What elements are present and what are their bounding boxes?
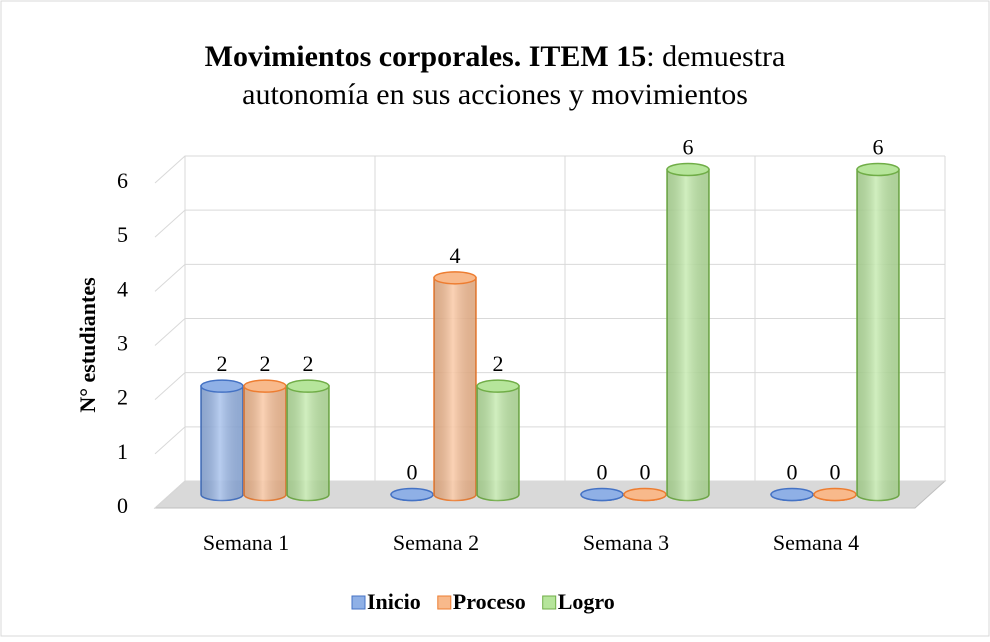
bar-shade xyxy=(201,386,243,501)
value-label: 2 xyxy=(217,351,228,376)
y-tick-label: 0 xyxy=(117,493,128,518)
bar-top xyxy=(580,487,624,502)
x-tick-label: Semana 3 xyxy=(583,530,669,555)
bar xyxy=(770,487,814,502)
y-tick-label: 1 xyxy=(117,439,128,464)
x-tick-label: Semana 4 xyxy=(773,530,859,555)
value-label: 6 xyxy=(873,135,884,160)
legend-swatch xyxy=(437,595,452,610)
y-tick-label: 2 xyxy=(117,385,128,410)
chart-title: Movimientos corporales. ITEM 15: demuest… xyxy=(205,40,786,73)
legend-label: Proceso xyxy=(453,589,526,614)
bar-top xyxy=(390,487,434,502)
bar-top xyxy=(286,379,330,393)
bar-top xyxy=(856,162,900,177)
value-label: 0 xyxy=(787,460,798,485)
legend-swatch xyxy=(542,595,557,610)
y-tick-label: 6 xyxy=(117,168,128,193)
bar xyxy=(856,162,900,502)
bar xyxy=(666,162,710,502)
legend-label: Inicio xyxy=(367,589,421,614)
bar-top xyxy=(666,162,710,177)
value-label: 2 xyxy=(493,351,504,376)
value-label: 0 xyxy=(830,460,841,485)
bar xyxy=(243,379,287,502)
bar-top xyxy=(476,379,520,393)
bar-top xyxy=(243,379,287,393)
bar-top xyxy=(623,487,667,502)
bar-shade xyxy=(477,386,519,501)
y-tick-label: 5 xyxy=(117,222,128,247)
bar xyxy=(580,487,624,502)
chart-title-line2: autonomía en sus acciones y movimientos xyxy=(242,78,748,111)
x-tick-label: Semana 1 xyxy=(203,530,289,555)
legend-swatch xyxy=(351,595,366,610)
grid-line xyxy=(154,155,945,184)
bar-shade xyxy=(857,169,899,501)
value-label: 4 xyxy=(450,243,461,268)
bar xyxy=(433,271,477,502)
title-bold: Movimientos corporales. ITEM 15 xyxy=(205,40,647,73)
value-label: 0 xyxy=(597,460,608,485)
value-label: 2 xyxy=(303,351,314,376)
bar-shade xyxy=(667,169,709,501)
legend-label: Logro xyxy=(558,589,615,614)
bar-shade xyxy=(287,386,329,501)
bar xyxy=(286,379,330,502)
bar-top xyxy=(433,271,477,285)
bar xyxy=(390,487,434,502)
bar-top xyxy=(770,487,814,502)
x-tick-label: Semana 2 xyxy=(393,530,479,555)
y-tick-label: 3 xyxy=(117,331,128,356)
bar-top xyxy=(813,487,857,502)
value-label: 6 xyxy=(683,135,694,160)
y-axis-label: N° estudiantes xyxy=(75,277,100,413)
bar-shade xyxy=(244,386,286,501)
bar xyxy=(476,379,520,502)
value-label: 0 xyxy=(640,460,651,485)
value-label: 2 xyxy=(260,351,271,376)
bar xyxy=(813,487,857,502)
bar xyxy=(200,379,244,502)
bar-top xyxy=(200,379,244,393)
bar xyxy=(623,487,667,502)
bar-shade xyxy=(434,277,476,501)
value-label: 0 xyxy=(407,460,418,485)
title-rest: : demuestra xyxy=(646,40,785,73)
y-tick-label: 4 xyxy=(117,276,128,301)
